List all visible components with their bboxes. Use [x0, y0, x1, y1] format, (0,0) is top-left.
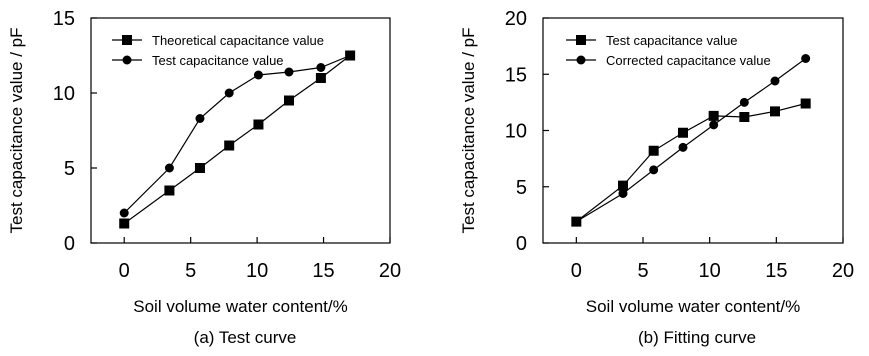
- x-axis-label: Soil volume water content/%: [586, 297, 801, 316]
- series-0: [571, 98, 811, 227]
- data-point-square: [164, 185, 175, 196]
- data-point-square: [800, 98, 811, 109]
- y-tick-label: 20: [505, 8, 527, 30]
- data-point-square: [770, 106, 780, 117]
- x-tick-label: 0: [119, 260, 130, 282]
- y-tick-label: 15: [505, 64, 527, 86]
- data-point-circle: [253, 70, 263, 80]
- data-point-circle: [345, 51, 355, 60]
- x-tick-label: 5: [637, 260, 648, 282]
- y-tick-label: 5: [516, 177, 527, 199]
- legend-label: Corrected capacitance value: [606, 53, 771, 68]
- y-tick-label: 0: [516, 233, 527, 255]
- y-axis-label: Test capacitance value / pF: [459, 27, 478, 233]
- data-point-circle: [770, 76, 780, 86]
- data-point-square: [708, 110, 719, 121]
- legend-marker-square: [122, 35, 132, 45]
- data-point-circle: [164, 163, 174, 173]
- x-tick-label: 20: [832, 260, 854, 282]
- data-point-square: [253, 119, 264, 130]
- data-point-circle: [195, 114, 205, 123]
- series-line: [123, 55, 351, 224]
- series-line: [575, 58, 807, 223]
- plot-frame: [542, 17, 844, 244]
- data-point-square: [284, 95, 295, 106]
- data-point-square: [224, 140, 235, 151]
- legend-label: Theoretical capacitance value: [152, 33, 324, 48]
- data-point-circle: [119, 208, 129, 218]
- data-point-circle: [709, 120, 719, 130]
- data-point-circle: [678, 142, 688, 152]
- plot-frame: [90, 17, 391, 244]
- y-tick-label: 10: [505, 121, 527, 143]
- x-tick-label: 5: [185, 260, 196, 282]
- series-line: [123, 54, 351, 214]
- figure-caption: (b) Fitting curve: [638, 328, 756, 347]
- series-1: [571, 54, 811, 227]
- y-tick-label: 15: [53, 8, 75, 30]
- series-1: [119, 51, 355, 218]
- x-tick-label: 0: [571, 260, 582, 282]
- data-point-circle: [649, 165, 659, 175]
- x-axis-label: Soil volume water content/%: [133, 297, 348, 316]
- series-line: [575, 102, 806, 223]
- data-point-circle: [739, 97, 749, 107]
- x-tick-label: 20: [379, 260, 401, 282]
- legend-marker-circle: [122, 55, 132, 65]
- legend-label: Test capacitance value: [152, 53, 284, 68]
- x-tick-label: 10: [699, 260, 721, 282]
- data-point-circle: [801, 54, 811, 63]
- x-tick-label: 15: [765, 260, 787, 282]
- y-axis-label: Test capacitance value / pF: [7, 27, 26, 233]
- y-tick-label: 5: [64, 158, 75, 180]
- data-point-square: [618, 180, 628, 191]
- legend: Test capacitance value Corrected capacita…: [566, 33, 771, 68]
- y-tick-label: 10: [53, 83, 75, 105]
- chart-panel-0: 0 5 10 15 20 0 5 10 15 Soil volume water content/…: [7, 8, 401, 347]
- data-point-square: [678, 127, 688, 138]
- data-point-square: [648, 145, 659, 156]
- data-point-square: [739, 112, 750, 122]
- chart-panel-1: 0 5 10 15 20 0 5 10 15 20 Soil volume water conten…: [459, 8, 854, 347]
- legend-marker-circle: [576, 55, 586, 65]
- data-point-square: [315, 73, 326, 83]
- data-point-circle: [571, 217, 581, 227]
- x-tick-label: 15: [312, 260, 334, 282]
- legend-marker-square: [576, 35, 586, 45]
- data-point-square: [119, 218, 130, 229]
- series-0: [119, 50, 356, 229]
- data-point-circle: [284, 67, 294, 77]
- data-point-circle: [224, 88, 234, 98]
- figure-caption: (a) Test curve: [194, 328, 297, 347]
- legend: Theoretical capacitance value Test capaci…: [112, 33, 324, 68]
- legend-label: Test capacitance value: [606, 33, 738, 48]
- data-point-square: [194, 163, 205, 173]
- data-point-circle: [316, 63, 326, 72]
- x-tick-label: 10: [246, 260, 268, 282]
- data-point-circle: [618, 189, 628, 198]
- y-tick-label: 0: [64, 233, 75, 255]
